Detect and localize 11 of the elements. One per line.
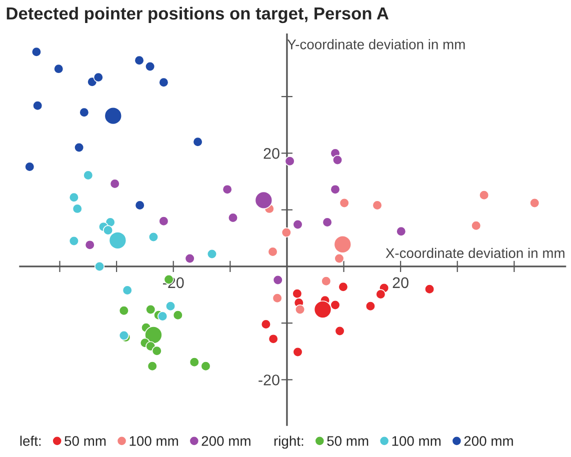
legend-label: 100 mm <box>130 436 178 446</box>
legend-label: 200 mm <box>202 436 250 446</box>
chart-title: Detected pointer positions on target, Person A <box>6 6 389 24</box>
text: left: <box>20 436 41 446</box>
y-axis-title: Y-coordinate deviation in mm <box>287 39 465 50</box>
text: right: <box>274 436 304 449</box>
legend-label: 200 mm <box>464 436 513 446</box>
legend-label: 50 mm <box>327 436 368 446</box>
legend-label: 50 mm <box>64 436 106 446</box>
legend-label: 100 mm <box>392 436 441 446</box>
x-axis-title: X-coordinate deviation in mm <box>386 248 564 258</box>
